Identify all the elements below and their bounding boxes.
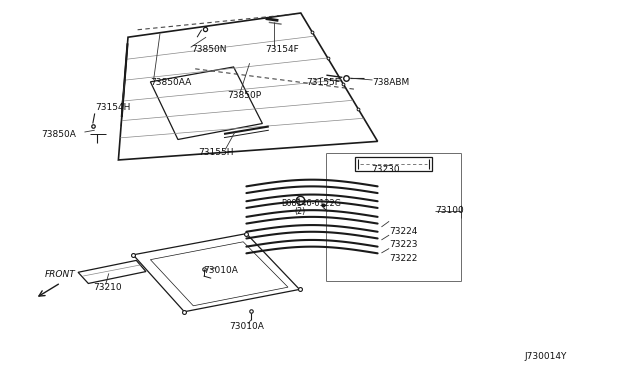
- Text: 73155F: 73155F: [306, 78, 340, 87]
- Text: 73224: 73224: [389, 227, 417, 236]
- Text: J730014Y: J730014Y: [525, 352, 567, 361]
- Text: B: B: [296, 198, 300, 203]
- Text: 738ABM: 738ABM: [372, 78, 410, 87]
- Text: 73010A: 73010A: [204, 266, 238, 275]
- Text: 73850AA: 73850AA: [150, 78, 191, 87]
- Text: 73223: 73223: [389, 240, 418, 249]
- Bar: [355, 157, 432, 171]
- Text: 73154F: 73154F: [266, 45, 300, 54]
- Text: 73210: 73210: [93, 283, 122, 292]
- Text: 73850P: 73850P: [227, 92, 261, 100]
- Text: 73850N: 73850N: [191, 45, 226, 54]
- Text: 73154H: 73154H: [95, 103, 130, 112]
- Text: 73230: 73230: [371, 165, 400, 174]
- Text: 73155H: 73155H: [198, 148, 234, 157]
- Text: B08146-6122G: B08146-6122G: [282, 199, 342, 208]
- Text: (2): (2): [294, 207, 306, 216]
- Text: 73100: 73100: [435, 206, 464, 215]
- Text: 73010A: 73010A: [229, 322, 264, 331]
- Text: 73222: 73222: [389, 254, 417, 263]
- Text: 73850A: 73850A: [42, 130, 76, 139]
- Text: FRONT: FRONT: [45, 270, 76, 279]
